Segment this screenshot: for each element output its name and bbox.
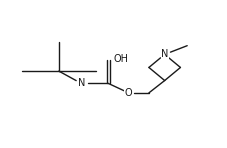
Text: N: N: [160, 49, 168, 59]
Text: O: O: [124, 88, 132, 98]
Text: OH: OH: [113, 54, 128, 64]
Text: N: N: [77, 78, 85, 89]
